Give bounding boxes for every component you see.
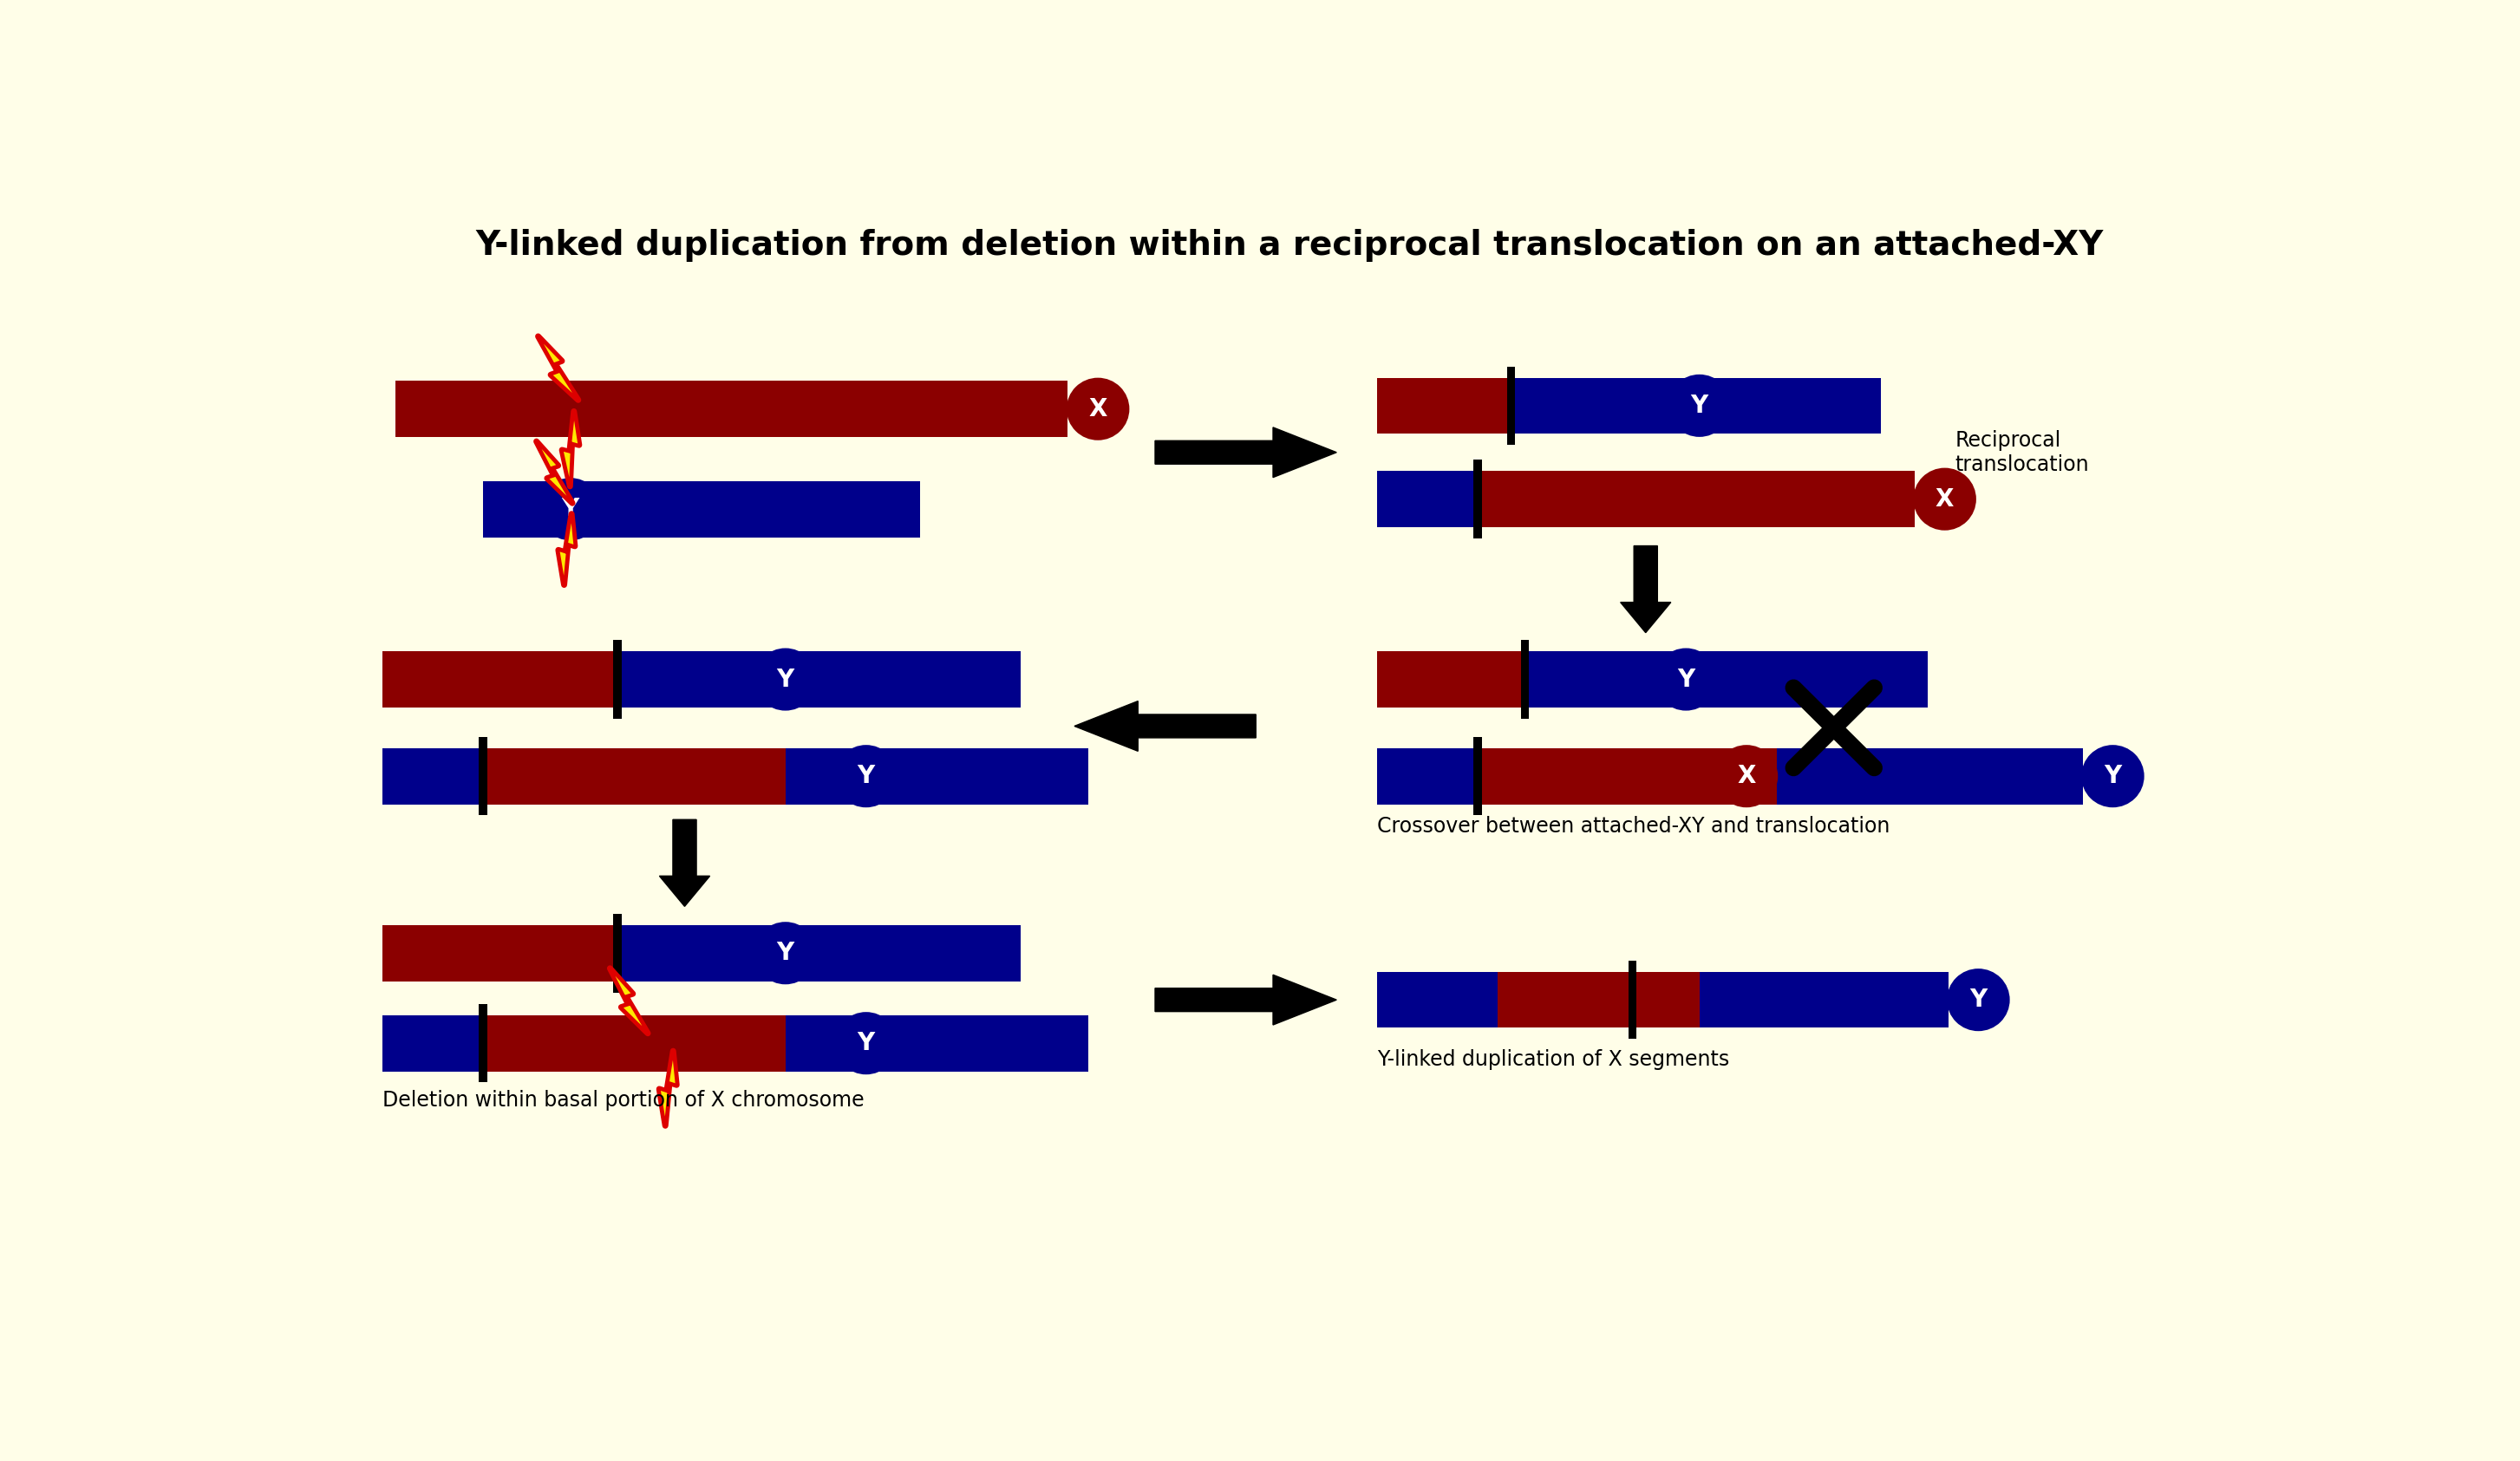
Bar (1376, 470, 1477, 527)
Bar (1512, 377, 1880, 434)
Bar (1633, 972, 1698, 1029)
Polygon shape (660, 1050, 675, 1125)
Bar (786, 1015, 1089, 1071)
Bar (1376, 652, 1525, 707)
Bar (1497, 972, 1633, 1029)
Bar (383, 925, 617, 982)
FancyArrow shape (1620, 546, 1671, 633)
Bar (479, 736, 486, 815)
Circle shape (1068, 378, 1129, 440)
Bar (665, 1015, 786, 1071)
FancyArrow shape (1154, 428, 1336, 478)
Text: Y: Y (776, 941, 794, 966)
Bar (1628, 960, 1635, 1039)
Bar (1474, 736, 1482, 815)
Bar (1474, 460, 1482, 539)
Polygon shape (539, 336, 577, 400)
Polygon shape (660, 1050, 675, 1125)
Circle shape (539, 479, 600, 539)
Bar (1376, 377, 1512, 434)
FancyArrow shape (1154, 974, 1336, 1024)
Text: X: X (1736, 764, 1756, 789)
Bar (1507, 367, 1515, 446)
Polygon shape (610, 969, 648, 1033)
Polygon shape (559, 514, 575, 584)
Bar (617, 925, 1021, 982)
Polygon shape (537, 441, 572, 503)
Bar (1477, 748, 1928, 804)
FancyArrow shape (1074, 701, 1255, 751)
Circle shape (1948, 970, 2008, 1030)
Circle shape (837, 1014, 897, 1074)
Bar (484, 481, 920, 538)
Bar (1698, 972, 1948, 1029)
Bar (612, 915, 622, 992)
FancyArrow shape (660, 820, 711, 906)
Circle shape (1716, 747, 1777, 806)
Bar (786, 748, 1089, 804)
Text: Y: Y (1971, 988, 1988, 1012)
Text: Crossover between attached-XY and translocation: Crossover between attached-XY and transl… (1376, 815, 1890, 837)
Bar (383, 652, 617, 707)
Text: Y: Y (776, 668, 794, 691)
Bar (1477, 470, 1915, 527)
Text: Deletion within basal portion of X chromosome: Deletion within basal portion of X chrom… (383, 1090, 864, 1110)
Text: Y-linked duplication from deletion within a reciprocal translocation on an attac: Y-linked duplication from deletion withi… (476, 229, 2104, 262)
Text: X: X (1089, 397, 1106, 421)
Polygon shape (537, 441, 572, 503)
Bar (1376, 972, 1497, 1029)
Bar (484, 1015, 665, 1071)
Text: Reciprocal
translocation: Reciprocal translocation (1956, 430, 2089, 475)
Bar (1520, 640, 1530, 719)
Circle shape (756, 649, 816, 710)
Bar (383, 1015, 484, 1071)
Polygon shape (539, 336, 577, 400)
Polygon shape (559, 514, 575, 584)
Bar (612, 640, 622, 719)
Text: Y: Y (2104, 764, 2122, 789)
Text: Y: Y (857, 1031, 874, 1055)
Circle shape (1915, 469, 1976, 529)
Circle shape (2082, 747, 2142, 806)
Polygon shape (610, 969, 648, 1033)
Bar (396, 381, 1068, 437)
Text: Y: Y (562, 497, 580, 522)
Bar (1777, 748, 2082, 804)
Bar (479, 1004, 486, 1083)
Bar (1525, 652, 1928, 707)
Text: X: X (1935, 487, 1953, 511)
Bar (1376, 748, 1477, 804)
Text: Y: Y (1691, 393, 1709, 418)
Polygon shape (562, 412, 580, 487)
Text: Y: Y (1678, 668, 1696, 691)
Text: Y-linked duplication of X segments: Y-linked duplication of X segments (1376, 1049, 1729, 1071)
Text: Y: Y (857, 764, 874, 789)
Bar (383, 748, 484, 804)
Circle shape (1668, 375, 1729, 435)
Circle shape (1656, 649, 1716, 710)
Circle shape (756, 923, 816, 983)
Bar (617, 652, 1021, 707)
Polygon shape (562, 412, 580, 487)
Circle shape (837, 747, 897, 806)
Bar (484, 748, 786, 804)
